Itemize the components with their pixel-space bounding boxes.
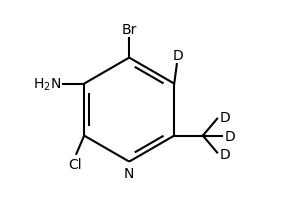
Text: D: D <box>219 111 230 125</box>
Text: D: D <box>224 129 235 143</box>
Text: Cl: Cl <box>68 157 82 171</box>
Text: D: D <box>219 147 230 161</box>
Text: Br: Br <box>122 23 137 37</box>
Text: H$_2$N: H$_2$N <box>33 76 61 92</box>
Text: D: D <box>173 49 184 63</box>
Text: N: N <box>124 166 134 180</box>
